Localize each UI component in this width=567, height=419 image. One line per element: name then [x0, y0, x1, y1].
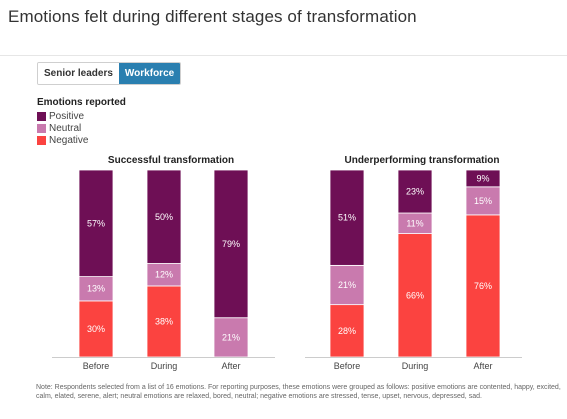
workforce-tab[interactable]: Workforce [118, 63, 181, 84]
bar-segment-positive [78, 169, 114, 277]
x-tick-label: After [473, 361, 492, 371]
chart-title: Successful transformation [108, 155, 234, 166]
footnote: Note: Respondents selected from a list o… [36, 384, 561, 400]
data-label: 12% [155, 270, 173, 280]
legend: Emotions reported Positive Neutral Negat… [37, 97, 126, 146]
data-label: 57% [87, 218, 105, 228]
legend-label-positive: Positive [49, 110, 85, 122]
data-label: 79% [222, 239, 240, 249]
bar-segment-negative [397, 233, 433, 358]
audience-toggle: Senior leaders Workforce [37, 62, 182, 85]
data-label: 9% [476, 173, 489, 183]
chart-underperforming: Underperforming transformation 28% 21% 51% B… [305, 155, 522, 371]
data-label: 51% [338, 213, 356, 223]
x-tick-label: After [221, 361, 240, 371]
page-title: Emotions felt during different stages of… [8, 7, 417, 26]
data-label: 38% [155, 316, 173, 326]
bar-segment-neutral [213, 317, 249, 358]
data-label: 50% [155, 212, 173, 222]
bar-segment-positive [329, 169, 365, 266]
chart-successful: Successful transformation 30% 13% 57% Before… [52, 155, 275, 371]
data-label: 28% [338, 326, 356, 336]
legend-label-negative: Negative [49, 134, 89, 146]
data-label: 30% [87, 324, 105, 334]
bar-segment-neutral [78, 276, 114, 302]
bar-segment-positive [465, 169, 501, 188]
data-label: 66% [406, 290, 424, 300]
senior-leaders-tab[interactable]: Senior leaders [38, 63, 119, 84]
legend-item-neutral: Neutral [37, 122, 126, 134]
x-tick-label: Before [83, 361, 110, 371]
bar-segment-positive [397, 169, 433, 214]
legend-swatch-negative [37, 135, 46, 145]
data-label: 21% [338, 280, 356, 290]
bar-segment-negative [146, 285, 182, 358]
legend-swatch-positive [37, 111, 46, 121]
legend-swatch-neutral [37, 123, 46, 133]
legend-item-positive: Positive [37, 110, 126, 122]
x-tick-label: Before [334, 361, 361, 371]
chart-title: Underperforming transformation [344, 155, 499, 166]
legend-label-neutral: Neutral [49, 122, 82, 134]
legend-item-negative: Negative [37, 134, 126, 146]
x-tick-label: During [402, 361, 429, 371]
data-label: 21% [222, 332, 240, 342]
bar-segment-positive [146, 169, 182, 264]
data-label: 13% [87, 284, 105, 294]
data-label: 76% [474, 281, 492, 291]
data-label: 23% [406, 187, 424, 197]
title-divider [0, 55, 567, 56]
data-label: 11% [406, 218, 423, 228]
legend-title: Emotions reported [37, 97, 126, 108]
data-label: 15% [474, 196, 492, 206]
bar-segment-negative [329, 304, 365, 358]
x-tick-label: During [151, 361, 178, 371]
bar-segment-positive [213, 169, 249, 319]
